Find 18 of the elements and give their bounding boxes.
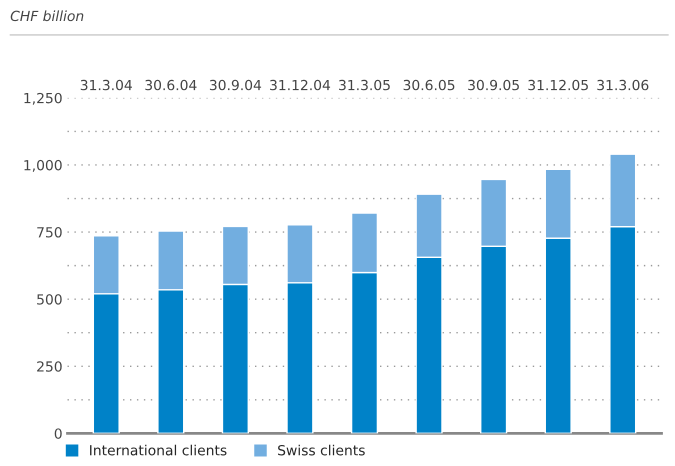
x-tick-label: 30.6.05 (404, 80, 454, 90)
y-tick-label: 1,250 (24, 92, 62, 105)
x-tick-label: 31.3.06 (597, 80, 648, 90)
legend-label: International clients (90, 444, 226, 456)
legend-label: Swiss clients (278, 444, 365, 456)
y-tick-label: 250 (37, 361, 62, 372)
x-tick-label: 30.9.04 (210, 80, 262, 90)
y-tick-label: 500 (37, 294, 62, 305)
x-tick-label: 31.12.04 (270, 80, 330, 90)
x-tick-label: 30.9.05 (468, 80, 519, 90)
y-axis-title: CHF billion (10, 10, 84, 22)
y-tick-label: 1,000 (24, 160, 62, 172)
x-tick-label: 30.6.04 (145, 80, 197, 90)
x-tick-label: 31.3.05 (339, 80, 390, 90)
y-tick-label: 750 (37, 227, 62, 238)
x-tick-label: 31.12.05 (528, 80, 588, 90)
y-tick-label: 0 (54, 428, 62, 439)
x-tick-label: 31.3.04 (80, 80, 132, 90)
